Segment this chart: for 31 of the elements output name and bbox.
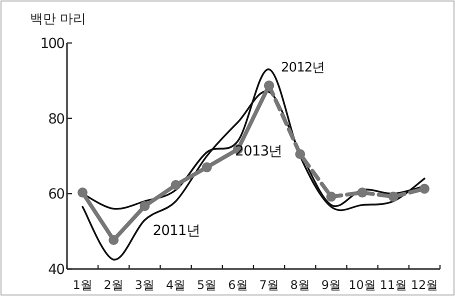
x-tick-label: 2월 [104,278,124,292]
point [170,180,181,190]
x-tick-label: 12월 [410,278,438,292]
y-tick-label: 60 [48,186,64,203]
point [326,192,336,202]
series-label: 2012년 [281,60,325,76]
x-tick-label: 9월 [321,278,342,292]
point [264,80,274,91]
point [78,188,88,198]
y-tick-label: 100 [40,36,64,52]
x-tick-label: 3월 [134,278,155,292]
y-axis-title: 백만 마리 [30,12,86,27]
x-tick-label: 11월 [380,278,408,292]
point [108,234,119,245]
y-tick-label: 80 [48,111,64,128]
x-tick-label: 7월 [259,278,279,292]
x-tick-label: 6월 [228,278,248,292]
point [388,192,398,202]
y-tick-label: 40 [48,262,64,278]
point [295,149,306,160]
point [419,184,430,194]
series-label: 2011년 [152,223,200,240]
x-tick-label: 8월 [290,278,310,292]
point [140,201,150,212]
x-tick-label: 10월 [348,278,376,292]
x-tick-label: 4월 [166,278,186,292]
point [202,162,212,172]
x-tick-label: 1월 [72,278,92,292]
x-tick-label: 5월 [197,278,217,292]
series-label: 2013년 [235,144,282,160]
point [357,188,368,198]
